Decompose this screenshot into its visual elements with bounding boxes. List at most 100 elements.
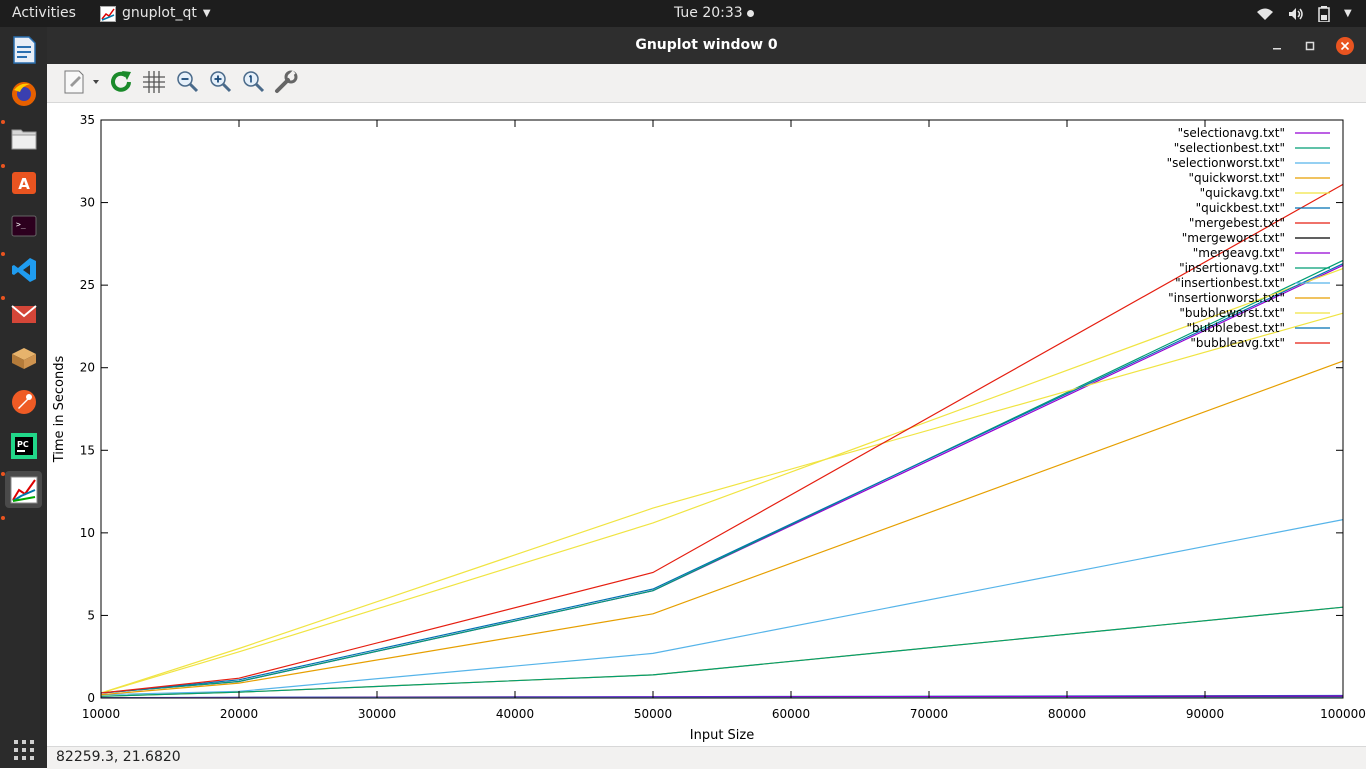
legend-entry-label: "quickworst.txt" (1188, 171, 1285, 185)
vm-icon (10, 344, 38, 372)
x-tick-label: 30000 (358, 707, 396, 721)
x-tick-label: 20000 (220, 707, 258, 721)
dock-item-postman[interactable] (5, 383, 42, 420)
wifi-icon (1256, 7, 1274, 21)
battery-icon (1318, 6, 1330, 22)
zoom-in-button[interactable] (206, 68, 234, 96)
window-title: Gnuplot window 0 (47, 27, 1366, 64)
clock-label: Tue 20:33 (674, 0, 743, 27)
window-titlebar[interactable]: Gnuplot window 0 (47, 27, 1366, 64)
notification-dot-icon (747, 10, 754, 17)
y-tick-label: 30 (80, 196, 95, 210)
export-icon (61, 68, 103, 96)
plot-frame (101, 120, 1343, 698)
app-menu[interactable]: gnuplot_qt ▼ (100, 0, 211, 27)
activities-button[interactable]: Activities (12, 0, 76, 27)
dock-item-vscode[interactable] (5, 251, 42, 288)
grid-icon (140, 68, 168, 96)
status-bar: 82259.3, 21.6820 (47, 746, 1366, 769)
y-tick-label: 10 (80, 526, 95, 540)
app-grid-icon (13, 739, 35, 761)
legend-entry-label: "selectionbest.txt" (1174, 141, 1285, 155)
y-tick-label: 35 (80, 113, 95, 127)
maximize-icon (1301, 37, 1319, 55)
software-center-icon: A (10, 168, 38, 196)
legend-entry-label: "mergebest.txt" (1189, 216, 1285, 230)
dock-item-gnuplot[interactable] (5, 471, 42, 508)
y-tick-label: 25 (80, 278, 95, 292)
pycharm-icon: PC (10, 432, 38, 460)
firefox-icon (10, 80, 38, 108)
terminal-icon: >_ (10, 212, 38, 240)
series-line-3 (101, 607, 1343, 696)
gnuplot-app-icon (100, 6, 116, 22)
grid-button[interactable] (140, 68, 168, 96)
legend-entry-label: "insertionbest.txt" (1175, 276, 1285, 290)
show-applications-button[interactable] (5, 731, 42, 768)
series-line-0 (101, 265, 1343, 693)
y-tick-label: 5 (87, 608, 95, 622)
x-tick-label: 70000 (910, 707, 948, 721)
settings-icon (272, 68, 300, 96)
x-tick-label: 90000 (1186, 707, 1224, 721)
legend-entry-label: "mergeworst.txt" (1182, 231, 1285, 245)
svg-text:PC: PC (17, 440, 29, 449)
series-line-14 (101, 184, 1343, 693)
dock-item-files[interactable] (5, 119, 42, 156)
zoom-previous-button[interactable] (239, 68, 267, 96)
clock[interactable]: Tue 20:33 (674, 0, 754, 27)
running-indicator-icon (1, 516, 5, 520)
dock-item-terminal[interactable]: >_ (5, 207, 42, 244)
y-tick-label: 20 (80, 361, 95, 375)
series-line-1 (101, 260, 1343, 693)
volume-icon (1288, 7, 1304, 21)
legend-entry-label: "bubblebest.txt" (1187, 321, 1286, 335)
minimize-button[interactable] (1268, 37, 1286, 55)
vscode-icon (10, 256, 38, 284)
svg-text:A: A (18, 175, 30, 193)
postman-icon (10, 388, 38, 416)
series-line-4 (101, 313, 1343, 693)
system-menu[interactable]: ▼ (1256, 0, 1352, 27)
settings-button[interactable] (272, 68, 300, 96)
series-layer (101, 184, 1343, 697)
legend-entry-label: "selectionworst.txt" (1167, 156, 1285, 170)
x-tick-label: 80000 (1048, 707, 1086, 721)
dock-item-vm[interactable] (5, 339, 42, 376)
dock-item-writer[interactable] (5, 31, 42, 68)
legend-entry-label: "insertionworst.txt" (1168, 291, 1285, 305)
toolbar (47, 64, 1366, 103)
files-icon (10, 124, 38, 152)
x-tick-label: 50000 (634, 707, 672, 721)
close-button[interactable] (1335, 36, 1355, 56)
legend-entry-label: "insertionavg.txt" (1179, 261, 1285, 275)
dock-item-pycharm[interactable]: PC (5, 427, 42, 464)
maximize-button[interactable] (1301, 37, 1319, 55)
legend-entry-label: "quickbest.txt" (1196, 201, 1285, 215)
replot-button[interactable] (107, 68, 135, 96)
gnuplot-icon (10, 476, 38, 504)
x-tick-label: 10000 (82, 707, 120, 721)
dock-item-mail[interactable] (5, 295, 42, 332)
dock-item-firefox[interactable] (5, 75, 42, 112)
legend-entry-label: "mergeavg.txt" (1193, 246, 1285, 260)
libreoffice-writer-icon (10, 36, 38, 64)
zoom-in-icon (206, 68, 234, 96)
replot-icon (107, 68, 135, 96)
zoom-previous-icon (239, 68, 267, 96)
app-menu-label: gnuplot_qt (122, 0, 197, 27)
x-tick-label: 40000 (496, 707, 534, 721)
series-line-13 (101, 264, 1343, 693)
y-tick-label: 15 (80, 443, 95, 457)
series-line-12 (101, 269, 1343, 693)
legend-entry-label: "quickavg.txt" (1200, 186, 1285, 200)
export-button[interactable] (61, 68, 103, 96)
mail-icon (10, 300, 38, 328)
legend-entry-label: "bubbleavg.txt" (1190, 336, 1285, 350)
zoom-out-button[interactable] (173, 68, 201, 96)
legend-entry-label: "selectionavg.txt" (1178, 126, 1285, 140)
dock-item-software[interactable]: A (5, 163, 42, 200)
